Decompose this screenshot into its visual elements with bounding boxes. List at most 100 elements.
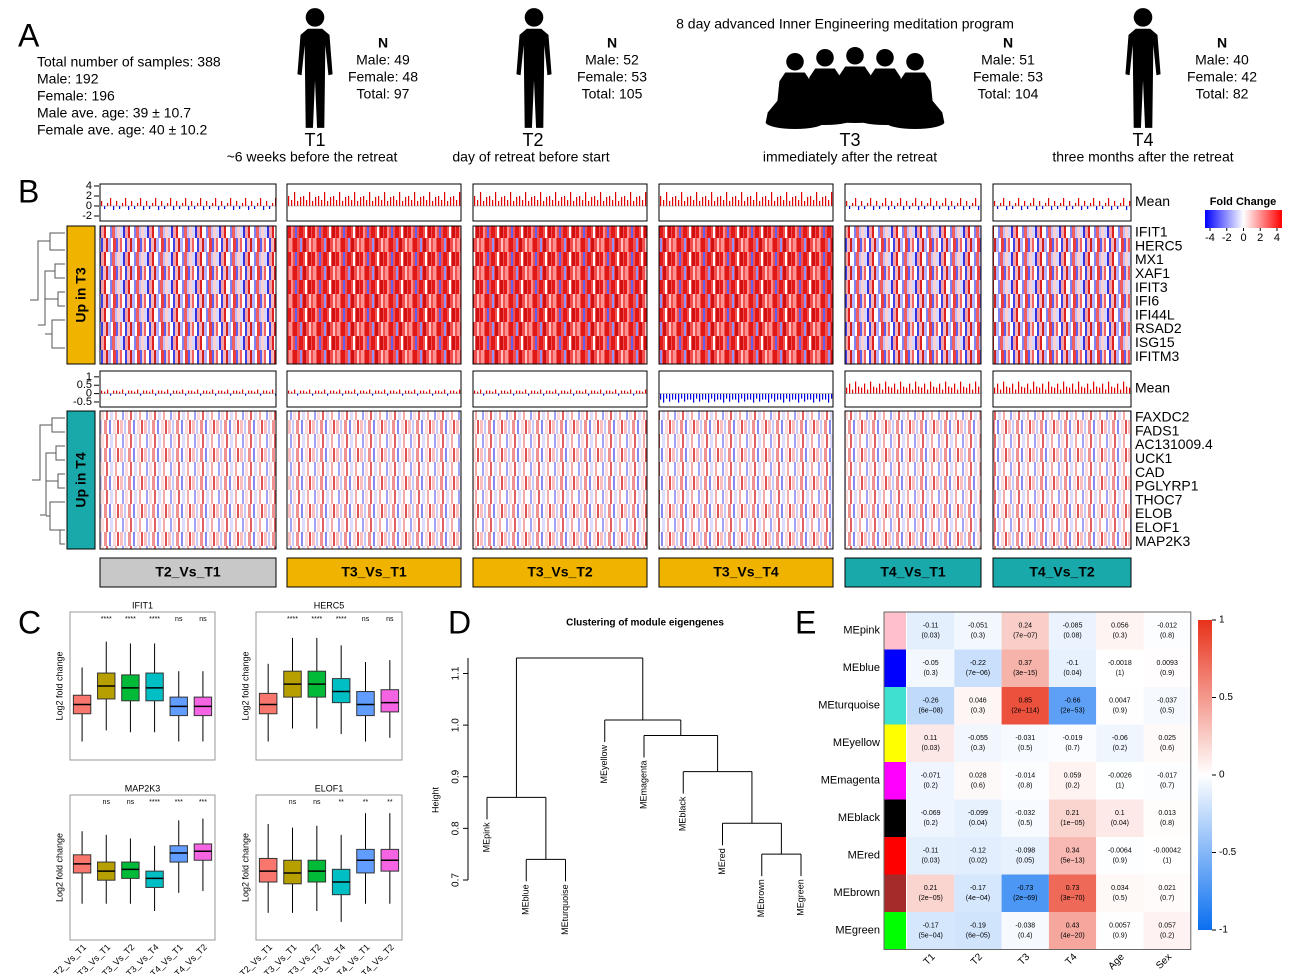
cell [1143,799,1191,837]
cell-value: 0.013 [1158,810,1176,817]
cell-pvalue: (6e−05) [966,933,990,940]
mean-tick-label: -0.5 [73,396,92,408]
box [121,861,140,879]
leaf-label: MEblue [521,884,531,915]
cell [1048,724,1097,762]
n-header: N [1217,35,1227,51]
mean-bars [659,184,833,221]
cell-value: -0.014 [1015,773,1035,780]
row-label: MEblack [838,812,881,824]
panel-label: C [18,604,41,640]
cell [1001,687,1049,725]
n-header: N [378,35,388,51]
mean-bars [845,371,981,407]
column-label: T2 [969,951,985,967]
timepoint-caption: three months after the retreat [1052,149,1233,165]
cell [954,837,1002,875]
significance: **** [336,616,347,623]
mean-frame [992,183,1132,222]
cell-value: -0.0018 [1108,660,1132,667]
leaf-label: MEblack [678,796,688,831]
module-swatch [884,837,906,875]
gene-label: IFI44L [1135,306,1175,322]
gene-label: CAD [1135,464,1165,480]
mean-frame [286,370,462,408]
colorbar [1198,620,1212,930]
box [283,859,302,885]
n-male: Male: 51 [981,52,1035,68]
mean-bars [100,184,276,221]
cell-pvalue: (3e−15) [1013,670,1037,677]
summary-line: Male: 192 [37,71,99,87]
y-axis-label: Log2 fold change [240,833,250,902]
panel-label: A [18,17,40,53]
timepoint-name: T1 [304,130,325,150]
mean-frame [658,370,834,408]
cell-pvalue: (5e−04) [918,933,942,940]
mean-bar-texture [473,371,647,407]
cell-pvalue: (0.2) [1160,933,1174,940]
cell-pvalue: (0.7) [1160,783,1174,790]
n-total: Total: 104 [978,86,1039,102]
row-label: MEgreen [835,925,880,937]
cell-pvalue: (0.3) [1113,633,1127,640]
plot-title: ELOF1 [315,783,344,793]
cell [907,874,955,912]
mean-bars [845,184,981,221]
mean-bars [100,371,276,407]
cell-value: -0.73 [1017,885,1033,892]
cell [1001,762,1049,800]
gene-label: MAP2K3 [1135,533,1190,549]
cell-pvalue: (2e−05) [918,895,942,902]
cell-value: -0.05 [923,660,939,667]
comparison-label: T3_Vs_T1 [341,564,407,580]
colorbar-tick-label: -1 [1219,925,1228,936]
cell [1096,687,1144,725]
mean-frame [99,370,277,408]
group-label: Up in T4 [73,452,89,507]
mean-bar-texture [287,371,461,407]
cell [1143,912,1191,950]
mean-bars [993,371,1131,407]
cell [1048,874,1097,912]
n-total: Total: 105 [582,86,643,102]
row-label: MEpink [843,625,880,637]
cell [1001,612,1049,650]
cell-value: 0.85 [1018,698,1032,705]
cell-pvalue: (0.8) [1018,783,1032,790]
mean-bar-texture [473,184,647,221]
n-male: Male: 49 [356,52,410,68]
cell-pvalue: (0.9) [1160,670,1174,677]
cell-pvalue: (0.5) [1018,820,1032,827]
mean-tick-label: -2 [82,210,92,222]
n-male: Male: 52 [585,52,639,68]
cell-pvalue: (4e−20) [1060,933,1084,940]
mean-frame [99,183,277,222]
cell [1048,837,1097,875]
group-silhouette [765,46,945,130]
box [356,848,375,874]
cell [1048,612,1097,650]
significance: *** [175,799,183,806]
cell-pvalue: (0.7) [1160,895,1174,902]
n-total: Total: 82 [1196,86,1249,102]
mean-frame [286,183,462,222]
cell-pvalue: (7e−07) [1013,633,1037,640]
box [169,845,188,863]
mean-bars [287,371,461,407]
cell-value: -0.66 [1065,698,1081,705]
cell-value: 0.73 [1066,885,1080,892]
cell-pvalue: (0.04) [969,820,987,827]
n-male: Male: 40 [1195,52,1249,68]
cell-value: -0.06 [1112,735,1128,742]
y-axis-label: Log2 fold change [54,833,64,902]
cell-pvalue: (0.04) [1063,670,1081,677]
cell-value: -0.051 [968,623,988,630]
significance: ns [289,799,297,806]
significance: *** [199,799,207,806]
box [331,678,351,704]
cell-pvalue: (0.2) [923,783,937,790]
plot-frame [69,794,216,941]
cell-value: -0.0064 [1108,848,1132,855]
mean-bar-texture [100,371,276,407]
